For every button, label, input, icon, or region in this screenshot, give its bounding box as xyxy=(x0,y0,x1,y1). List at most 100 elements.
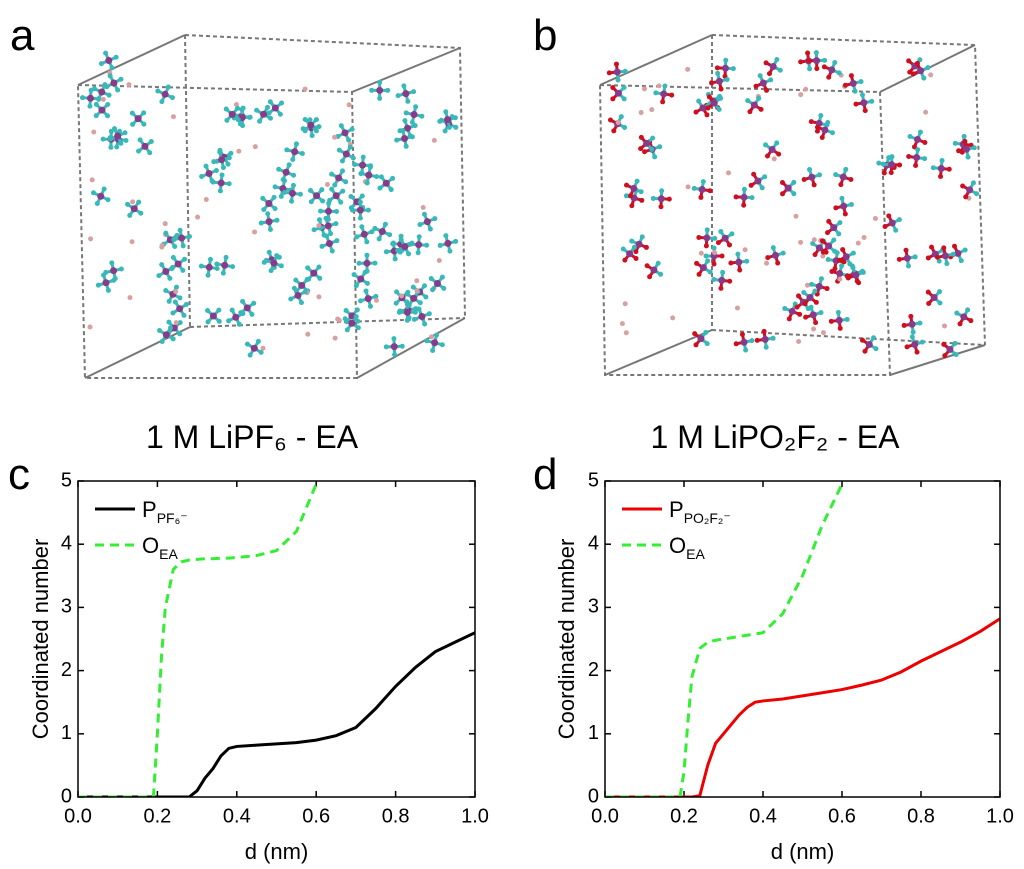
atom xyxy=(749,338,755,344)
atom xyxy=(130,205,138,213)
atom xyxy=(971,145,977,151)
atom xyxy=(159,99,165,105)
y-tick-label: 2 xyxy=(61,659,72,681)
atom xyxy=(658,204,664,210)
atom xyxy=(759,185,765,191)
atom xyxy=(86,94,94,102)
atom xyxy=(291,172,297,178)
atom xyxy=(952,243,958,249)
y-tick-label: 4 xyxy=(61,532,72,554)
atom xyxy=(363,288,369,294)
atom xyxy=(394,137,400,143)
atom xyxy=(715,240,721,246)
atom xyxy=(156,273,162,279)
li-ion xyxy=(233,102,239,108)
atom xyxy=(893,227,899,233)
atom xyxy=(340,188,346,194)
atom xyxy=(412,309,418,315)
atom xyxy=(813,299,819,305)
atom xyxy=(818,276,824,282)
atom xyxy=(453,238,459,244)
atom xyxy=(236,321,242,327)
atom xyxy=(905,263,911,269)
atom xyxy=(349,126,355,132)
x-axis-label: d (nm) xyxy=(771,839,835,864)
atom xyxy=(155,88,161,94)
atom xyxy=(214,261,220,267)
x-tick-label: 0.6 xyxy=(302,805,330,827)
atom xyxy=(703,329,709,335)
atom xyxy=(965,307,971,313)
atom xyxy=(229,307,235,313)
atom xyxy=(267,99,273,105)
atom xyxy=(102,279,110,287)
atom xyxy=(909,334,915,340)
atom xyxy=(339,168,345,174)
li-ion xyxy=(837,276,843,282)
atom xyxy=(403,110,409,116)
atom xyxy=(360,230,368,238)
atom xyxy=(186,234,192,240)
caption: 1 M LiPO₂F₂ - EA xyxy=(651,419,901,455)
atom xyxy=(163,230,169,236)
atom xyxy=(404,301,410,307)
atom xyxy=(843,166,849,172)
atom xyxy=(930,165,936,171)
atom xyxy=(232,313,240,321)
atom xyxy=(161,90,169,98)
atom xyxy=(727,242,733,248)
atom xyxy=(170,255,176,261)
atom xyxy=(622,257,628,263)
atom xyxy=(763,142,769,148)
atom xyxy=(714,65,720,71)
atom xyxy=(946,166,952,172)
atom xyxy=(749,195,755,201)
atom xyxy=(364,295,372,303)
li-ion xyxy=(855,240,861,246)
atom xyxy=(753,83,759,89)
atom xyxy=(410,284,416,290)
atom xyxy=(703,253,709,259)
y-tick-label: 1 xyxy=(588,722,599,744)
atom xyxy=(177,320,183,326)
atom xyxy=(606,70,612,76)
atom xyxy=(353,283,359,289)
atom xyxy=(323,215,329,221)
y-tick-label: 5 xyxy=(61,469,72,491)
atom xyxy=(740,193,748,201)
atom xyxy=(290,182,296,188)
atom xyxy=(377,95,383,101)
atom xyxy=(228,110,236,118)
atom xyxy=(706,94,712,100)
atom xyxy=(217,149,223,155)
atom xyxy=(240,298,246,304)
atom xyxy=(223,106,229,112)
atom xyxy=(776,151,782,157)
atom xyxy=(404,124,412,132)
atom xyxy=(217,188,223,194)
atom xyxy=(260,110,268,118)
atom xyxy=(613,61,619,67)
legend-entry: PPF₆⁻ xyxy=(142,497,188,526)
atom xyxy=(382,221,388,227)
li-ion xyxy=(685,184,691,190)
atom xyxy=(441,285,447,291)
atom xyxy=(396,309,402,315)
atom xyxy=(953,352,959,358)
atom xyxy=(177,227,183,233)
atom xyxy=(704,227,710,233)
atom xyxy=(118,76,124,82)
atom xyxy=(743,347,749,353)
atom xyxy=(919,339,925,345)
atom xyxy=(756,95,762,101)
atom xyxy=(94,200,100,206)
atom xyxy=(226,181,232,187)
li-ion xyxy=(742,247,748,253)
atom xyxy=(367,164,373,170)
atom xyxy=(660,99,666,105)
atom xyxy=(216,307,222,313)
atom xyxy=(110,79,118,87)
atom xyxy=(926,300,932,306)
atom xyxy=(628,193,634,199)
atom xyxy=(850,265,856,271)
